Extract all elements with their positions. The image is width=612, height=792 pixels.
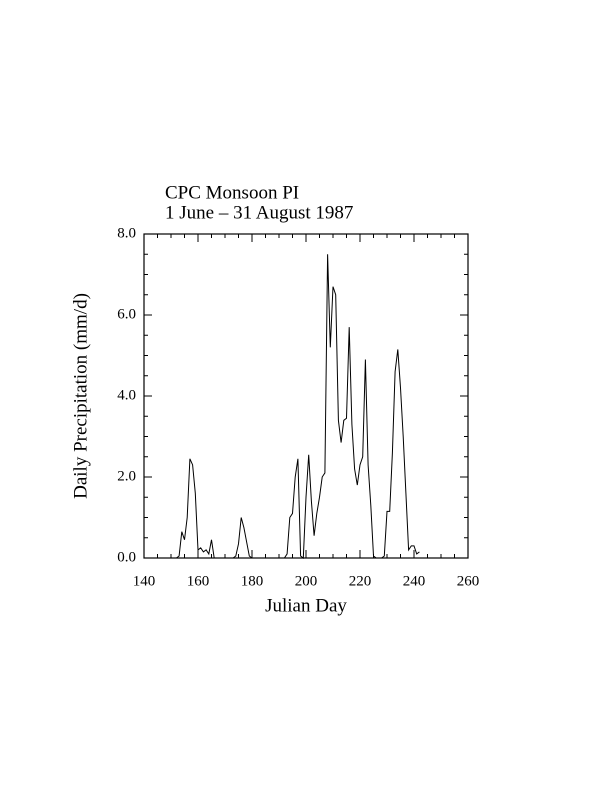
x-tick-label: 200 [295, 573, 318, 589]
x-tick-label: 140 [133, 573, 156, 589]
x-tick-label: 240 [403, 573, 426, 589]
data-line [176, 254, 420, 559]
chart-title: CPC Monsoon PI [165, 182, 299, 203]
x-tick-label: 220 [349, 573, 372, 589]
y-tick-label: 4.0 [117, 387, 136, 403]
chart-subtitle: 1 June – 31 August 1987 [165, 202, 353, 223]
x-tick-label: 260 [457, 573, 480, 589]
y-tick-label: 0.0 [117, 549, 136, 565]
x-tick-label: 160 [187, 573, 210, 589]
x-axis-label: Julian Day [265, 595, 347, 616]
x-tick-label: 180 [241, 573, 264, 589]
y-tick-label: 8.0 [117, 225, 136, 241]
y-tick-label: 2.0 [117, 468, 136, 484]
y-tick-label: 6.0 [117, 306, 136, 322]
y-axis-label: Daily Precipitation (mm/d) [70, 293, 91, 499]
